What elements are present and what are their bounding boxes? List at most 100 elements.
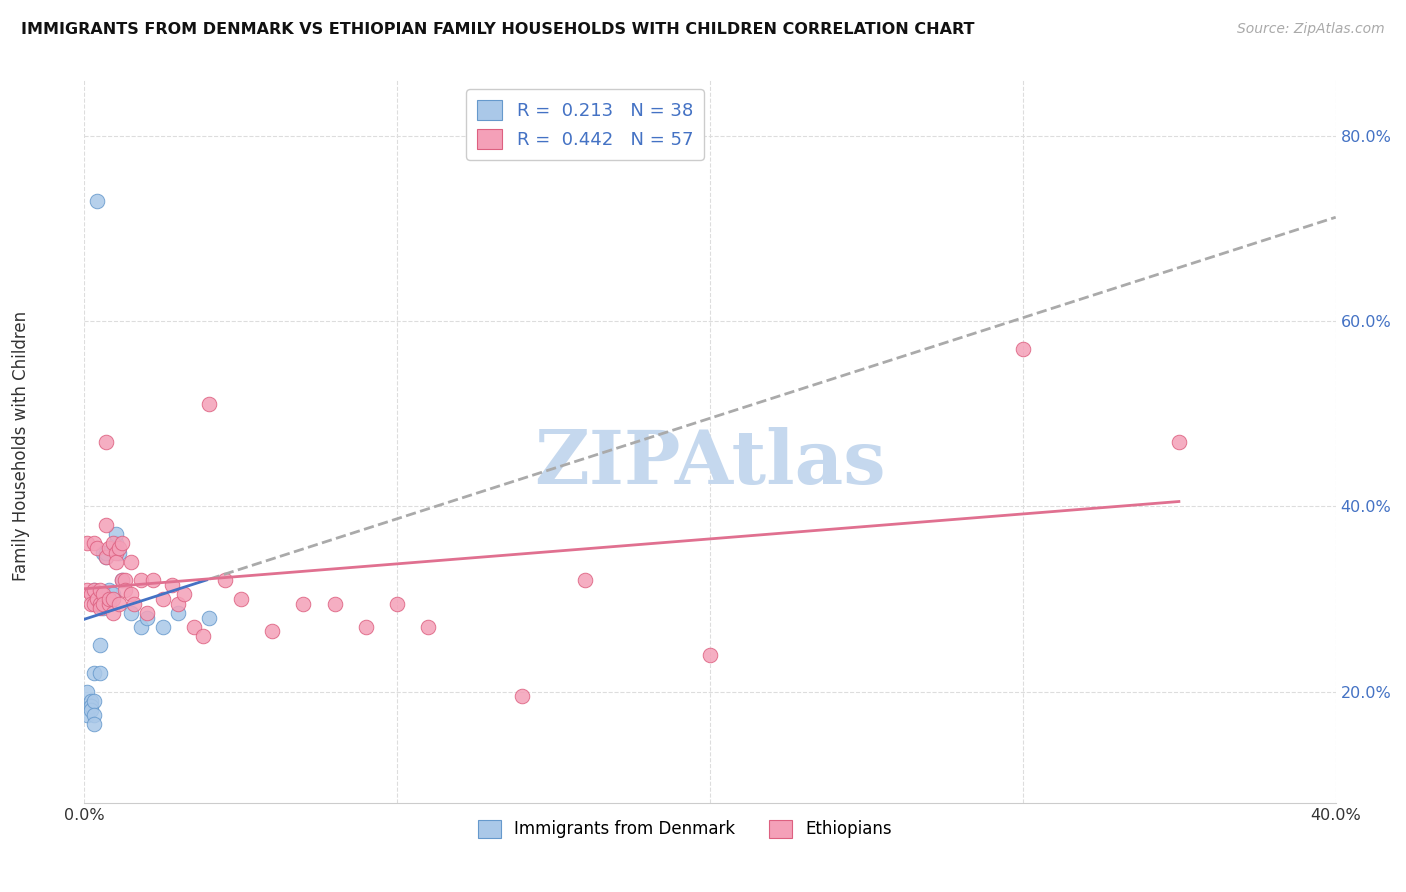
Point bbox=[96, 517, 118, 532]
Point bbox=[86, 597, 108, 611]
Point bbox=[385, 597, 409, 611]
Point bbox=[104, 527, 127, 541]
Point bbox=[111, 536, 134, 550]
Point bbox=[124, 597, 146, 611]
Point bbox=[91, 597, 114, 611]
Point bbox=[83, 582, 105, 597]
Point bbox=[83, 592, 105, 607]
Point bbox=[96, 546, 118, 560]
Point bbox=[79, 698, 101, 713]
Point bbox=[699, 648, 721, 662]
Point bbox=[111, 574, 134, 588]
Point bbox=[160, 578, 183, 592]
Point bbox=[89, 666, 111, 681]
Point bbox=[114, 574, 136, 588]
Point bbox=[104, 536, 127, 550]
Point bbox=[91, 587, 114, 601]
Point bbox=[89, 597, 111, 611]
Point bbox=[76, 536, 98, 550]
Point bbox=[89, 597, 111, 611]
Text: IMMIGRANTS FROM DENMARK VS ETHIOPIAN FAMILY HOUSEHOLDS WITH CHILDREN CORRELATION: IMMIGRANTS FROM DENMARK VS ETHIOPIAN FAM… bbox=[21, 22, 974, 37]
Text: Source: ZipAtlas.com: Source: ZipAtlas.com bbox=[1237, 22, 1385, 37]
Point bbox=[120, 606, 142, 620]
Point bbox=[98, 592, 121, 607]
Point bbox=[83, 707, 105, 722]
Point bbox=[167, 597, 190, 611]
Point bbox=[262, 624, 284, 639]
Point bbox=[129, 574, 152, 588]
Point bbox=[89, 592, 111, 607]
Point bbox=[120, 555, 142, 569]
Point bbox=[83, 582, 105, 597]
Point bbox=[104, 546, 127, 560]
Point bbox=[91, 546, 114, 560]
Point bbox=[76, 582, 98, 597]
Point bbox=[120, 587, 142, 601]
Point bbox=[96, 550, 118, 565]
Point bbox=[83, 694, 105, 708]
Point bbox=[198, 610, 221, 624]
Point bbox=[98, 597, 121, 611]
Point bbox=[83, 597, 105, 611]
Text: ZIPAtlas: ZIPAtlas bbox=[534, 426, 886, 500]
Point bbox=[111, 574, 134, 588]
Point bbox=[198, 397, 221, 411]
Point bbox=[98, 541, 121, 555]
Point bbox=[167, 606, 190, 620]
Point bbox=[83, 666, 105, 681]
Point bbox=[83, 536, 105, 550]
Point bbox=[1012, 342, 1035, 356]
Point bbox=[152, 620, 174, 634]
Point bbox=[152, 592, 174, 607]
Point bbox=[114, 582, 136, 597]
Point bbox=[86, 592, 108, 607]
Point bbox=[91, 601, 114, 615]
Point bbox=[104, 555, 127, 569]
Point bbox=[96, 434, 118, 449]
Point bbox=[89, 601, 111, 615]
Point bbox=[107, 541, 129, 555]
Point bbox=[101, 606, 124, 620]
Point bbox=[79, 694, 101, 708]
Point bbox=[79, 597, 101, 611]
Point bbox=[98, 582, 121, 597]
Point bbox=[1168, 434, 1191, 449]
Point bbox=[86, 541, 108, 555]
Point bbox=[418, 620, 440, 634]
Point bbox=[183, 620, 205, 634]
Point bbox=[101, 587, 124, 601]
Point bbox=[86, 587, 108, 601]
Point bbox=[574, 574, 596, 588]
Point bbox=[323, 597, 346, 611]
Point bbox=[76, 684, 98, 698]
Point bbox=[89, 587, 111, 601]
Point bbox=[101, 592, 124, 607]
Legend: Immigrants from Denmark, Ethiopians: Immigrants from Denmark, Ethiopians bbox=[471, 813, 898, 845]
Point bbox=[91, 597, 114, 611]
Point bbox=[512, 690, 534, 704]
Point bbox=[96, 550, 118, 565]
Point bbox=[173, 587, 195, 601]
Point bbox=[101, 536, 124, 550]
Point bbox=[83, 717, 105, 731]
Point bbox=[86, 592, 108, 607]
Point bbox=[142, 574, 165, 588]
Text: Family Households with Children: Family Households with Children bbox=[13, 311, 30, 581]
Point bbox=[193, 629, 215, 643]
Point bbox=[107, 597, 129, 611]
Point bbox=[292, 597, 315, 611]
Point bbox=[107, 546, 129, 560]
Point bbox=[136, 606, 159, 620]
Point bbox=[89, 582, 111, 597]
Point bbox=[136, 610, 159, 624]
Point bbox=[91, 587, 114, 601]
Point bbox=[229, 592, 252, 607]
Point bbox=[79, 703, 101, 717]
Point bbox=[76, 707, 98, 722]
Point bbox=[214, 574, 236, 588]
Point bbox=[129, 620, 152, 634]
Point bbox=[89, 638, 111, 652]
Point bbox=[79, 587, 101, 601]
Point bbox=[86, 194, 108, 208]
Point bbox=[354, 620, 377, 634]
